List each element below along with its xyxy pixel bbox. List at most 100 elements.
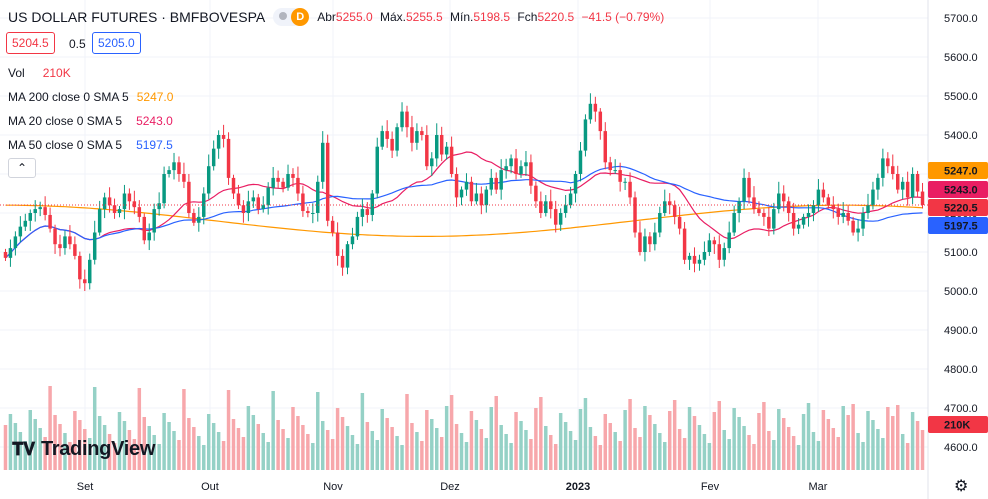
volume-bar: [534, 408, 538, 470]
candle-body: [68, 236, 72, 245]
volume-bar: [137, 388, 142, 470]
candle-body: [246, 201, 251, 213]
volume-bar: [881, 438, 885, 470]
volume-bar: [38, 428, 42, 470]
candle-body: [484, 189, 489, 206]
candle-body: [727, 232, 731, 249]
candle-body: [385, 131, 389, 139]
volume-bar: [63, 433, 67, 470]
candle-body: [182, 174, 186, 182]
candle-body: [603, 131, 608, 163]
candle-body: [301, 193, 305, 212]
candle-body: [851, 220, 855, 233]
legend-ma20[interactable]: MA 20 close 0 SMA 5 5243.0: [8, 114, 173, 128]
candle-body: [722, 248, 726, 260]
volume-bar: [58, 424, 62, 470]
volume-bar: [410, 423, 414, 470]
symbol-title[interactable]: US DOLLAR FUTURES · BMFBOVESPA: [8, 9, 266, 25]
bid-box[interactable]: 5204.5: [6, 32, 55, 54]
candle-body: [826, 197, 831, 206]
candle-body: [420, 131, 424, 135]
volume-bar: [350, 435, 355, 470]
candle-body: [226, 138, 231, 178]
volume-bar: [900, 434, 905, 470]
candle-body: [291, 174, 295, 178]
volume-bar: [786, 427, 791, 470]
volume-bar: [360, 393, 365, 470]
candle-body: [360, 209, 365, 217]
volume-bar: [851, 404, 855, 470]
volume-bar: [241, 437, 246, 470]
price-tick-label: 4800.0: [944, 364, 978, 376]
volume-bar: [752, 444, 756, 470]
volume-bar: [236, 428, 241, 470]
legend-ma200[interactable]: MA 200 close 0 SMA 5 5247.0: [8, 90, 173, 104]
moving-averages: [5, 151, 923, 259]
volume-bar: [435, 428, 439, 470]
price-tick-label: 5600.0: [944, 52, 978, 64]
volume-bar: [727, 439, 731, 470]
candle-body: [568, 193, 573, 206]
ma200-label: MA 200 close 0 SMA 5: [8, 90, 129, 104]
volume-bar: [667, 411, 672, 470]
volume-bar: [816, 441, 821, 470]
volume-bar: [182, 389, 186, 470]
legend-volume[interactable]: Vol 210K: [8, 66, 71, 80]
open-value: 5255.0: [335, 10, 373, 24]
visibility-pill[interactable]: D: [273, 8, 310, 26]
close-value: 5220.5: [537, 10, 575, 24]
volume-bar: [479, 429, 484, 470]
volume-bar: [335, 408, 340, 470]
volume-bar: [811, 432, 816, 470]
volume-bar: [677, 429, 682, 470]
candle-body: [583, 119, 588, 151]
ma20-line: [5, 151, 923, 259]
candle-body: [910, 174, 915, 198]
candle-body: [316, 181, 320, 213]
volume-bar: [330, 439, 335, 470]
candle-body: [157, 203, 161, 210]
price-tick-label: 5100.0: [944, 247, 978, 259]
time-tick-label: Out: [201, 481, 219, 493]
change-value: −41.5 (−0.79%): [581, 10, 665, 24]
volume-bar: [891, 416, 895, 470]
open-label: Abr: [317, 10, 336, 24]
candle-body: [866, 205, 870, 213]
candles: [3, 93, 925, 291]
candle-body: [286, 174, 290, 188]
price-label-stack: 5247.0 5243.0 5220.5 5197.5 210K: [928, 162, 988, 433]
candle-body: [444, 146, 449, 155]
legend-ma50[interactable]: MA 50 close 0 SMA 5 5197.5: [8, 138, 173, 152]
candle-body: [881, 158, 885, 178]
gear-icon[interactable]: ⚙: [954, 478, 969, 495]
candle-body: [682, 228, 687, 260]
candle-body: [896, 174, 900, 190]
volume-bar: [796, 445, 801, 470]
candle-body: [83, 279, 87, 284]
candle-body: [340, 255, 345, 268]
candle-body: [816, 189, 821, 206]
volume-bar: [682, 438, 687, 470]
low-value: 5198.5: [473, 10, 511, 24]
volume-bar: [197, 436, 201, 470]
volume-bar: [791, 436, 796, 470]
candle-body: [494, 177, 498, 190]
volume-bar: [499, 425, 503, 470]
volume-bar: [504, 434, 508, 470]
candle-body: [58, 244, 62, 249]
ask-box[interactable]: 5205.0: [92, 32, 141, 54]
chevron-up-icon[interactable]: ⌃: [8, 158, 36, 178]
volume-bar: [702, 434, 707, 470]
candle-body: [370, 193, 375, 215]
candle-body: [251, 197, 256, 202]
volume-bar: [340, 417, 345, 470]
volume-bar: [568, 431, 573, 470]
grid: [0, 0, 929, 499]
time-axis[interactable]: Set Out Nov Dez 2023 Fev Mar: [77, 481, 828, 493]
candle-body: [132, 201, 137, 208]
volume-bar: [544, 426, 548, 470]
candle-body: [53, 228, 57, 245]
candle-body: [781, 193, 786, 202]
volume-bar: [385, 418, 389, 470]
